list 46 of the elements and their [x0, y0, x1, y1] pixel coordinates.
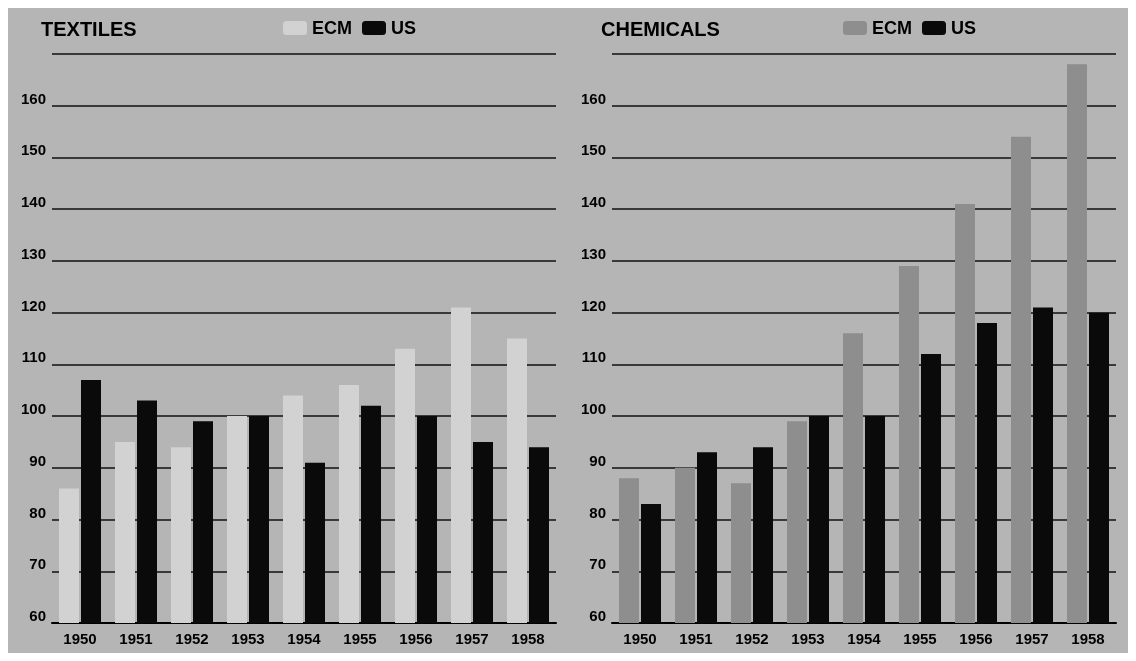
y-tick-label: 90 — [29, 451, 46, 469]
x-tick-label: 1953 — [231, 630, 265, 647]
y-tick-label: 160 — [580, 89, 606, 107]
chart-title: CHEMICALS — [601, 18, 720, 40]
x-tick-label: 1955 — [903, 630, 937, 647]
x-tick-label: 1952 — [735, 630, 769, 647]
y-tick-label: 80 — [589, 503, 606, 521]
x-tick-label: 1956 — [399, 630, 433, 647]
x-tick-label: 1958 — [511, 630, 545, 647]
x-tick-label: 1952 — [175, 630, 209, 647]
y-tick-label: 140 — [580, 193, 606, 211]
y-tick-label: 120 — [20, 296, 46, 314]
y-tick-label: 80 — [29, 503, 46, 521]
chart-title: TEXTILES — [41, 18, 137, 40]
y-tick-label: 110 — [21, 348, 46, 366]
legend-label: ECM — [312, 18, 352, 38]
y-tick-label: 100 — [20, 400, 46, 418]
y-tick-label: 90 — [589, 451, 606, 469]
x-tick-label: 1951 — [119, 630, 153, 647]
x-tick-label: 1950 — [623, 630, 657, 647]
y-tick-label: 150 — [20, 141, 46, 159]
x-tick-label: 1954 — [847, 630, 882, 647]
x-tick-label: 1956 — [959, 630, 993, 647]
y-tick-label: 130 — [20, 244, 46, 262]
x-tick-label: 1950 — [63, 630, 97, 647]
y-tick-label: 110 — [581, 348, 606, 366]
legend-label: ECM — [872, 18, 912, 38]
y-tick-label: 60 — [589, 607, 606, 624]
y-tick-label: 150 — [580, 141, 606, 159]
y-tick-label: 100 — [580, 400, 606, 418]
y-tick-label: 70 — [29, 555, 46, 573]
x-tick-label: 1954 — [287, 630, 322, 647]
x-tick-label: 1951 — [679, 630, 713, 647]
legend-label: US — [951, 18, 977, 38]
x-tick-label: 1957 — [455, 630, 489, 647]
y-tick-label: 120 — [580, 296, 606, 314]
legend-label: US — [391, 18, 417, 38]
y-tick-label: 130 — [580, 244, 606, 262]
y-tick-label: 140 — [20, 193, 46, 211]
x-tick-label: 1953 — [791, 630, 825, 647]
y-tick-label: 60 — [29, 607, 46, 624]
y-tick-label: 160 — [20, 89, 46, 107]
x-tick-label: 1957 — [1015, 630, 1049, 647]
x-tick-label: 1958 — [1071, 630, 1105, 647]
x-tick-label: 1955 — [343, 630, 377, 647]
y-tick-label: 70 — [589, 555, 606, 573]
